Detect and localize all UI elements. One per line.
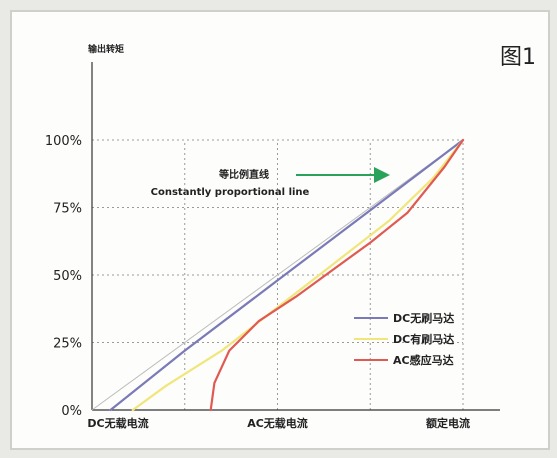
series-line-3 xyxy=(209,138,465,412)
series-line-1 xyxy=(109,138,465,412)
annotation-cn: 等比例直线 xyxy=(219,168,269,181)
figure-panel xyxy=(10,10,550,450)
reference-line xyxy=(91,139,464,411)
y-tick-label: 50% xyxy=(53,269,82,284)
x-tick-label: 额定电流 xyxy=(426,416,470,430)
y-axis-title: 输出转矩 xyxy=(88,43,124,55)
legend-label: DC有刷马达 xyxy=(393,332,454,346)
series-line-2 xyxy=(131,138,465,412)
annotation-en: Constantly proportional line xyxy=(151,187,310,198)
y-tick-label: 75% xyxy=(53,202,82,217)
x-tick-label: DC无载电流 xyxy=(87,416,148,430)
x-tick-label: AC无载电流 xyxy=(247,416,308,430)
figure-label: 图1 xyxy=(500,45,536,70)
legend-label: AC感应马达 xyxy=(393,353,454,367)
y-tick-label: 100% xyxy=(45,134,82,149)
y-tick-label: 25% xyxy=(53,337,82,352)
legend-label: DC无刷马达 xyxy=(393,311,454,325)
y-tick-label: 0% xyxy=(61,404,82,419)
